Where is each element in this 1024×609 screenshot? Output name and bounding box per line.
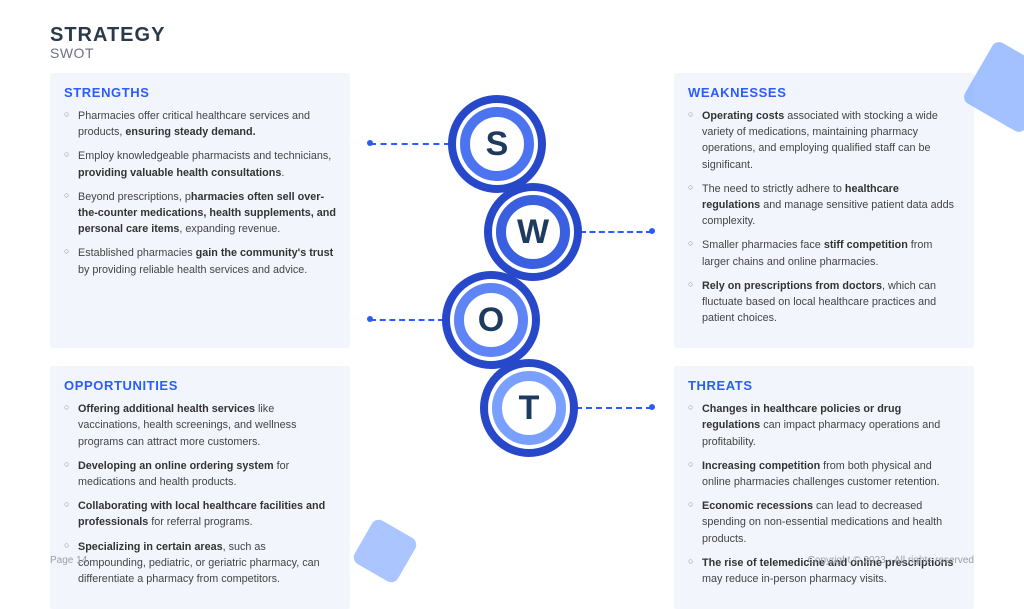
swot-graphic: S W O T xyxy=(368,73,656,609)
weaknesses-title: WEAKNESSES xyxy=(688,85,960,100)
list-item: The need to strictly adhere to healthcar… xyxy=(688,181,960,230)
letter-w: W xyxy=(517,213,549,252)
list-item: Offering additional health services like… xyxy=(64,401,336,450)
list-item: Increasing competition from both physica… xyxy=(688,458,960,490)
list-item: Operating costs associated with stocking… xyxy=(688,108,960,173)
threats-title: THREATS xyxy=(688,378,960,393)
list-item: Rely on prescriptions from doctors, whic… xyxy=(688,278,960,327)
weaknesses-panel: WEAKNESSES Operating costs associated wi… xyxy=(674,73,974,348)
list-item: Employ knowledgeable pharmacists and tec… xyxy=(64,148,336,180)
opportunities-panel: OPPORTUNITIES Offering additional health… xyxy=(50,366,350,609)
threats-panel: THREATS Changes in healthcare policies o… xyxy=(674,366,974,609)
circle-t: T xyxy=(480,359,578,457)
list-item: Changes in healthcare policies or drug r… xyxy=(688,401,960,450)
strengths-title: STRENGTHS xyxy=(64,85,336,100)
list-item: Economic recessions can lead to decrease… xyxy=(688,498,960,547)
list-item: Established pharmacies gain the communit… xyxy=(64,245,336,277)
list-item: Beyond prescriptions, pharmacies often s… xyxy=(64,189,336,238)
letter-s: S xyxy=(486,125,509,164)
strengths-list: Pharmacies offer critical healthcare ser… xyxy=(64,108,336,278)
circle-w: W xyxy=(484,183,582,281)
letter-t: T xyxy=(519,389,540,428)
list-item: Developing an online ordering system for… xyxy=(64,458,336,490)
footer: Page 14 Copyright © 2023 - All rights re… xyxy=(50,555,974,566)
list-item: Pharmacies offer critical healthcare ser… xyxy=(64,108,336,140)
opportunities-title: OPPORTUNITIES xyxy=(64,378,336,393)
copyright: Copyright © 2023 - All rights reserved xyxy=(808,555,974,566)
weaknesses-list: Operating costs associated with stocking… xyxy=(688,108,960,326)
list-item: Smaller pharmacies face stiff competitio… xyxy=(688,237,960,269)
list-item: Collaborating with local healthcare faci… xyxy=(64,498,336,530)
strengths-panel: STRENGTHS Pharmacies offer critical heal… xyxy=(50,73,350,348)
circle-o: O xyxy=(442,271,540,369)
page-number: Page 14 xyxy=(50,555,87,566)
circle-s: S xyxy=(448,95,546,193)
page-subtitle: SWOT xyxy=(50,45,974,61)
page-title: STRATEGY xyxy=(50,24,974,47)
letter-o: O xyxy=(478,301,504,340)
heading: STRATEGY SWOT xyxy=(50,24,974,61)
